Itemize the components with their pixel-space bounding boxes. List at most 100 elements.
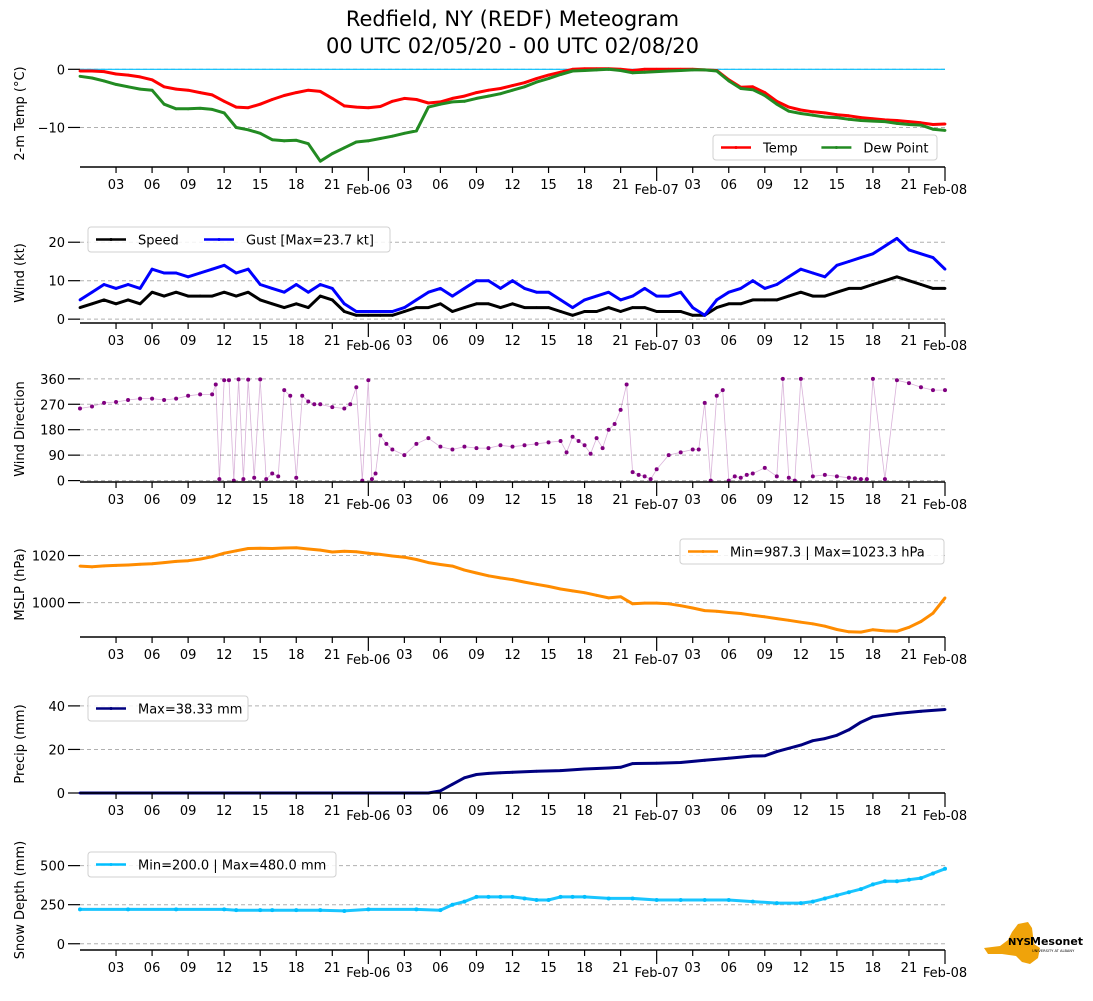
- data-point: [342, 406, 347, 411]
- x-minor-tick-label: 18: [288, 648, 305, 663]
- data-point: [499, 87, 502, 90]
- data-point: [835, 263, 839, 267]
- panel-wind: 0 10 20 Wind (kt) 03 06 09 12 15 18 21 Feb-06 03 06 09…: [13, 226, 967, 354]
- x-minor-tick-label: 03: [396, 334, 413, 349]
- x-minor-tick-label: 21: [324, 804, 341, 819]
- x-minor-tick-label: 09: [468, 493, 485, 508]
- data-point: [234, 908, 239, 913]
- x-minor-tick-label: 18: [576, 804, 593, 819]
- data-point: [342, 310, 346, 313]
- data-point: [775, 617, 779, 621]
- data-point: [499, 306, 502, 310]
- data-point: [726, 898, 731, 902]
- data-point: [535, 769, 538, 773]
- data-point: [546, 440, 551, 445]
- panel-temp: 0 −10 2-m Temp (°C) 03 06 09 12 15 18 21 Feb-06 03 0…: [13, 63, 967, 198]
- legend-marker: [734, 146, 738, 149]
- data-point: [907, 120, 911, 124]
- data-point: [294, 91, 298, 94]
- data-point: [631, 306, 635, 310]
- data-point: [883, 629, 887, 633]
- data-point: [943, 388, 947, 393]
- data-point: [523, 286, 526, 290]
- data-point: [270, 908, 275, 913]
- x-minor-tick-label: 12: [504, 178, 521, 193]
- x-minor-tick-label: 03: [684, 648, 701, 663]
- data-point: [487, 574, 490, 578]
- data-point: [162, 271, 166, 275]
- data-point: [619, 298, 623, 302]
- data-point: [510, 894, 515, 899]
- data-point: [727, 756, 731, 760]
- data-point: [870, 376, 875, 381]
- data-point: [655, 310, 659, 313]
- data-point: [810, 474, 815, 479]
- data-point: [342, 908, 347, 913]
- data-point: [576, 439, 581, 444]
- data-point: [390, 554, 394, 558]
- data-point: [630, 470, 635, 475]
- data-point: [943, 286, 947, 290]
- y-tick-label: 180: [40, 424, 65, 439]
- x-minor-tick-label: 03: [684, 961, 701, 976]
- data-point: [198, 106, 202, 110]
- data-point: [679, 69, 683, 72]
- x-minor-tick-label: 03: [108, 648, 125, 663]
- data-point: [282, 306, 286, 310]
- data-point: [883, 279, 887, 283]
- data-point: [655, 70, 659, 74]
- x-major-tick-label: Feb-08: [923, 498, 967, 513]
- data-point: [114, 83, 118, 86]
- data-point: [739, 302, 743, 306]
- data-point: [582, 443, 587, 448]
- x-major-tick-label: Feb-08: [923, 339, 967, 354]
- data-point: [342, 549, 346, 553]
- data-point: [402, 453, 407, 458]
- data-point: [762, 465, 767, 470]
- legend-label: Max=38.33 mm: [138, 703, 242, 718]
- data-point: [114, 302, 118, 306]
- data-point: [835, 290, 839, 294]
- data-point: [852, 476, 857, 481]
- data-point: [498, 443, 503, 448]
- x-minor-tick-label: 09: [468, 648, 485, 663]
- x-minor-tick-label: 18: [576, 334, 593, 349]
- x-minor-tick-label: 12: [793, 961, 810, 976]
- x-minor-tick-label: 06: [432, 178, 449, 193]
- data-point: [499, 92, 502, 96]
- data-point: [174, 907, 179, 912]
- x-minor-tick-label: 18: [865, 334, 882, 349]
- data-point: [811, 739, 815, 743]
- data-point: [583, 310, 586, 313]
- data-point: [775, 283, 779, 286]
- data-point: [763, 754, 767, 758]
- data-point: [499, 576, 502, 580]
- data-point: [655, 761, 659, 765]
- data-point: [691, 313, 695, 317]
- data-point: [78, 306, 82, 310]
- panel-snow-depth: 0 250 500 Snow Depth (mm) 03 06 09 12 15 18 21 Feb-…: [13, 841, 967, 981]
- x-major-tick-label: Feb-08: [923, 183, 967, 198]
- data-point: [564, 450, 569, 455]
- data-point: [114, 72, 118, 76]
- data-point: [774, 474, 779, 479]
- legend-marker: [217, 238, 221, 241]
- data-point: [463, 99, 466, 103]
- data-point: [523, 306, 526, 310]
- data-point: [943, 122, 947, 126]
- data-point: [691, 606, 695, 610]
- data-point: [823, 275, 827, 279]
- data-point: [102, 298, 106, 302]
- y-tick-label: 0: [57, 63, 65, 78]
- data-point: [294, 302, 298, 306]
- data-point: [654, 898, 659, 902]
- data-point: [198, 271, 202, 275]
- data-point: [871, 119, 875, 123]
- data-point: [919, 252, 923, 256]
- x-minor-tick-label: 21: [324, 178, 341, 193]
- chart-title: Redfield, NY (REDF) Meteogram 00 UTC 02/…: [0, 6, 1025, 60]
- data-point: [234, 105, 238, 109]
- x-minor-tick-label: 15: [829, 648, 846, 663]
- data-point: [330, 405, 335, 410]
- data-point: [720, 388, 725, 393]
